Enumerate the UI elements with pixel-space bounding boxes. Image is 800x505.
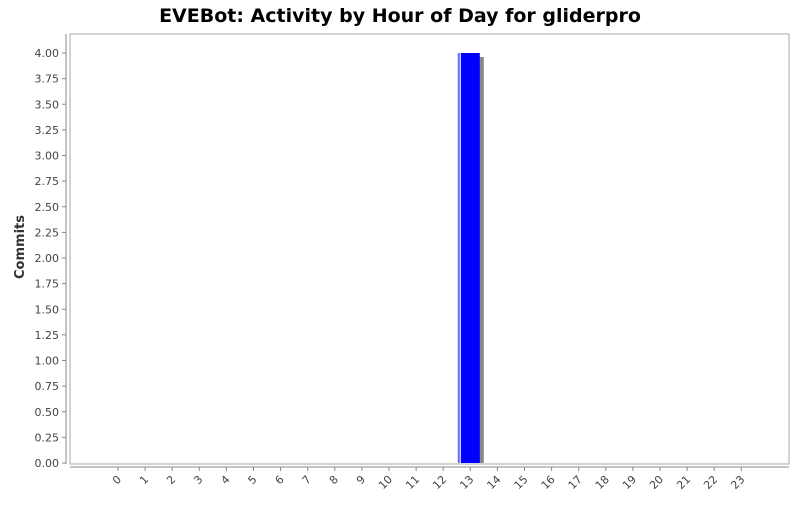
x-tick-label: 10 xyxy=(376,473,395,492)
y-tick-label: 0.50 xyxy=(35,406,60,419)
y-tick-label: 3.75 xyxy=(35,73,60,86)
x-tick-label: 11 xyxy=(403,473,422,492)
chart-title: EVEBot: Activity by Hour of Day for glid… xyxy=(159,5,641,27)
x-tick-label: 5 xyxy=(245,473,259,487)
x-tick-label: 23 xyxy=(728,473,747,492)
x-tick-label: 2 xyxy=(164,473,178,487)
x-tick-label: 16 xyxy=(539,473,558,492)
y-tick-label: 3.00 xyxy=(35,150,60,163)
y-tick-label: 2.25 xyxy=(35,226,60,239)
x-tick-label: 19 xyxy=(620,473,639,492)
y-tick-label: 1.50 xyxy=(35,303,60,316)
bar-series xyxy=(457,53,484,463)
x-tick-label: 12 xyxy=(430,473,449,492)
x-tick-label: 15 xyxy=(512,473,531,492)
y-tick-label: 0.25 xyxy=(35,431,60,444)
x-tick-label: 20 xyxy=(647,473,666,492)
x-tick-label: 7 xyxy=(300,473,314,487)
x-tick-label: 1 xyxy=(137,473,151,487)
y-tick-label: 1.75 xyxy=(35,278,60,291)
y-tick-label: 0.75 xyxy=(35,380,60,393)
y-tick-label: 1.00 xyxy=(35,355,60,368)
x-tick-label: 3 xyxy=(191,473,205,487)
bar-highlight xyxy=(457,53,460,463)
y-tick-label: 2.50 xyxy=(35,201,60,214)
y-tick-label: 2.00 xyxy=(35,252,60,265)
x-tick-label: 18 xyxy=(593,473,612,492)
y-tick-label: 0.00 xyxy=(35,457,60,470)
x-tick-label: 17 xyxy=(566,473,585,492)
x-tick-label: 9 xyxy=(354,473,368,487)
y-tick-label: 3.50 xyxy=(35,98,60,111)
y-tick-label: 3.25 xyxy=(35,124,60,137)
x-tick-label: 14 xyxy=(484,473,503,492)
x-tick-label: 22 xyxy=(701,473,720,492)
x-tick-label: 21 xyxy=(674,473,693,492)
x-tick-label: 0 xyxy=(110,473,124,487)
y-tick-label: 4.00 xyxy=(35,47,60,60)
x-axis: 0 1 2 3 4 5 6 7 8 9 10 11 12 13 14 15 16 17 18 19 20 21 22 23 xyxy=(70,466,789,492)
y-tick-label: 1.25 xyxy=(35,329,60,342)
y-tick-label: 2.75 xyxy=(35,175,60,188)
y-axis: 0.00 0.25 0.50 0.75 1.00 1.25 1.50 1.75 2.00 2.25… xyxy=(35,34,67,470)
plot-area xyxy=(69,33,790,465)
bar-hour-13 xyxy=(460,53,480,463)
x-tick-label: 8 xyxy=(327,473,341,487)
y-axis-label: Commits xyxy=(13,215,28,279)
x-tick-label: 13 xyxy=(457,473,476,492)
x-tick-label: 6 xyxy=(273,473,287,487)
x-tick-label: 4 xyxy=(218,473,232,487)
